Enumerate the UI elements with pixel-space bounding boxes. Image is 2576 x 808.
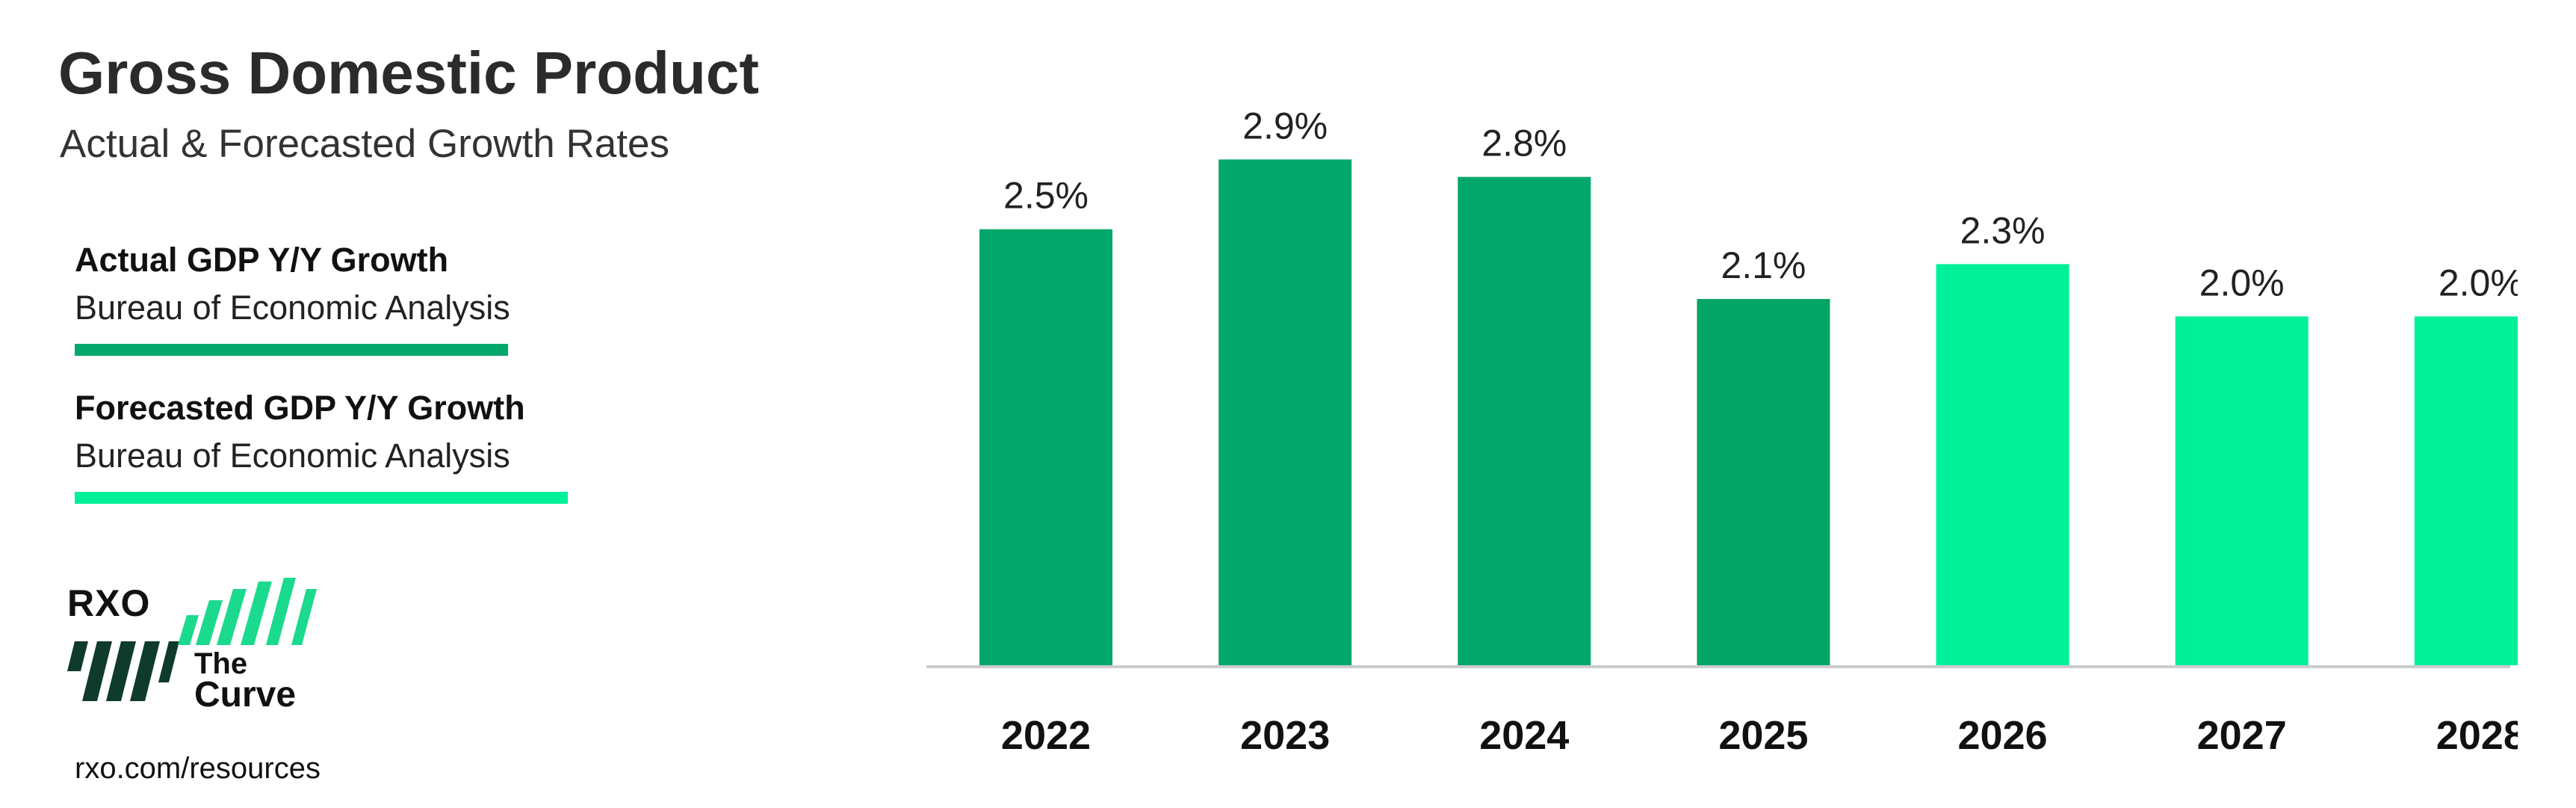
x-tick-2024: 2024 [1479, 713, 1569, 758]
bar-2026 [1936, 264, 2069, 665]
x-tick-2026: 2026 [1957, 713, 2047, 758]
legend-forecast-swatch [75, 492, 568, 504]
rxo-the-curve-logo: RXO The Curve [67, 559, 336, 724]
bar-2027 [2175, 316, 2309, 665]
legend-forecast-name: Forecasted GDP Y/Y Growth [75, 389, 525, 427]
x-tick-2027: 2027 [2197, 713, 2287, 758]
x-tick-2028: 2028 [2436, 713, 2518, 758]
bar-2023 [1219, 159, 1352, 665]
value-label-2022: 2.5% [1003, 175, 1089, 217]
value-label-2024: 2.8% [1481, 123, 1567, 164]
legend-actual-name: Actual GDP Y/Y Growth [75, 241, 449, 279]
x-tick-2023: 2023 [1240, 713, 1330, 758]
legend-item-actual: Actual GDP Y/Y Growth Bureau of Economic… [75, 241, 510, 356]
value-label-2025: 2.1% [1721, 244, 1806, 286]
value-label-2026: 2.3% [1960, 209, 2046, 251]
legend-actual-source: Bureau of Economic Analysis [75, 289, 510, 327]
logo-brand: RXO [67, 582, 151, 624]
chart-subtitle: Actual & Forecasted Growth Rates [60, 122, 669, 166]
x-tick-2022: 2022 [1001, 713, 1091, 758]
bar-2028 [2414, 316, 2518, 665]
logo-stripes-icon [67, 578, 317, 701]
bar-2024 [1458, 176, 1591, 666]
logo-product-name: Curve [194, 675, 297, 715]
logo-product-the: The [194, 647, 248, 680]
legend-actual-swatch [75, 344, 508, 356]
bar-chart: 2.5% 2.9% 2.8% 2.1% 2.3% 2.0% 2.0% 2022 2023 202… [926, 105, 2518, 758]
x-tick-2025: 2025 [1718, 713, 1808, 758]
legend-forecast-source: Bureau of Economic Analysis [75, 437, 510, 475]
value-label-2023: 2.9% [1242, 105, 1328, 147]
value-label-2027: 2.0% [2199, 262, 2285, 303]
footer-url: rxo.com/resources [75, 752, 321, 785]
legend-item-forecast: Forecasted GDP Y/Y Growth Bureau of Econ… [75, 389, 568, 504]
bar-2025 [1697, 299, 1830, 665]
bar-2022 [979, 229, 1112, 665]
chart-title: Gross Domestic Product [58, 40, 760, 106]
value-label-2028: 2.0% [2439, 262, 2518, 303]
